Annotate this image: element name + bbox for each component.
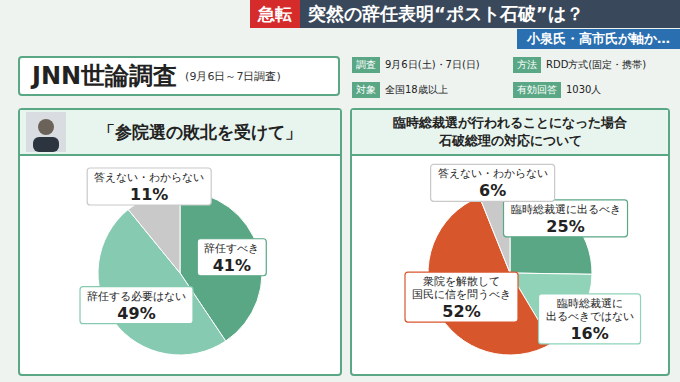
svg-text:臨時総裁選に出るべき: 臨時総裁選に出るべき <box>511 203 621 216</box>
svg-text:答えない・わからない: 答えない・わからない <box>94 171 204 184</box>
html-text:急転: 急転 <box>258 4 292 24</box>
html-text:調査: 調査 <box>356 58 376 70</box>
html-text:臨時総裁選が行われることになった場合: 臨時総裁選が行われることになった場合 <box>393 115 627 130</box>
svg-text:国民に信を問うべき: 国民に信を問うべき <box>412 288 511 301</box>
html-text:方法: 方法 <box>517 58 537 70</box>
svg-text:辞任すべき: 辞任すべき <box>204 242 259 255</box>
html-text:9月6日(土)・7日(日): 9月6日(土)・7日(日) <box>385 58 480 70</box>
svg-text:臨時総裁選に: 臨時総裁選に <box>557 297 623 310</box>
html-text:全国18歳以上: 全国18歳以上 <box>385 83 448 95</box>
svg-text:49%: 49% <box>117 304 155 323</box>
svg-text:衆院を解散して: 衆院を解散して <box>423 275 500 288</box>
html-text:小泉氏・高市氏が軸か…: 小泉氏・高市氏が軸か… <box>527 31 670 46</box>
html-text:有効回答: 有効回答 <box>517 83 557 95</box>
svg-text:41%: 41% <box>213 256 251 275</box>
svg-text:辞任する必要はない: 辞任する必要はない <box>87 290 186 303</box>
svg-text:6%: 6% <box>479 181 506 200</box>
html-text:JNN世論調査 (9月6日～7日調査): JNN世論調査 (9月6日～7日調査) <box>32 62 281 90</box>
svg-text:11%: 11% <box>130 185 168 204</box>
svg-text:答えない・わからない: 答えない・わからない <box>438 167 548 180</box>
svg-text:出るべきではない: 出るべきではない <box>546 310 634 323</box>
html-text:石破総理の対応について: 石破総理の対応について <box>438 133 582 148</box>
svg-text:25%: 25% <box>546 217 584 236</box>
html-text:1030人: 1030人 <box>566 83 602 95</box>
svg-text:16%: 16% <box>570 324 608 343</box>
html-text:突然の辞任表明“ポスト石破”は？: 突然の辞任表明“ポスト石破”は？ <box>308 3 584 24</box>
svg-text:52%: 52% <box>442 302 480 321</box>
html-text:「参院選の敗北を受けて」: 「参院選の敗北を受けて」 <box>98 122 302 142</box>
html-text:RDD方式(固定・携帯): RDD方式(固定・携帯) <box>546 58 647 70</box>
html-text:対象: 対象 <box>356 83 376 95</box>
